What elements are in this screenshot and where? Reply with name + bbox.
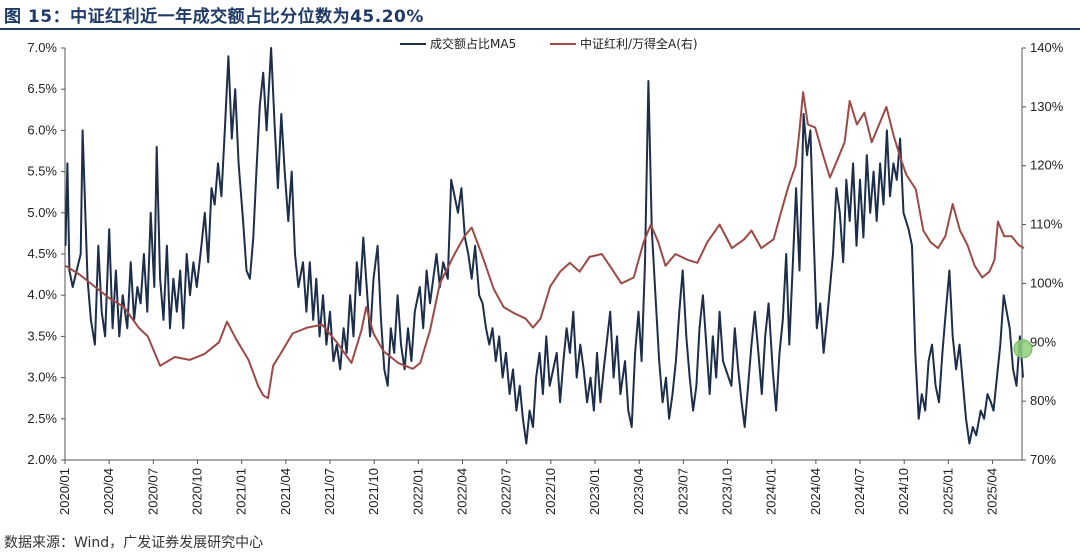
y-left-tick-label: 5.0% [27,205,57,220]
x-tick-label: 2021/04 [278,468,293,515]
series-line-turnover-share [64,47,1024,445]
legend-label: 中证红利/万得全A(右) [580,36,698,51]
x-tick-label: 2023/10 [720,468,735,515]
y-left-tick-label: 7.0% [27,40,57,55]
series-line-ratio [64,91,1025,400]
chart-legend: 成交额占比MA5 中证红利/万得全A(右) [400,36,698,51]
chart-series [64,47,1033,445]
x-tick-label: 2022/07 [499,468,514,515]
y-left-tick-label: 2.5% [27,411,57,426]
y-right-tick-label: 80% [1030,393,1056,408]
y-left-tick-label: 3.5% [27,328,57,343]
x-tick-label: 2023/04 [631,468,646,515]
line-chart: 2.0% 2.5% 3.0% 3.5% 4.0% 4.5% 5.0% 5.5% 6.0% 6.5%… [27,36,1063,515]
chart-title: 图 15：中证红利近一年成交额占比分位数为45.20% [4,7,424,27]
y-left-tick-label: 6.0% [27,122,57,137]
y-left-tick-label: 4.0% [27,287,57,302]
x-tick-label: 2022/04 [455,468,470,515]
x-tick-label: 2022/01 [410,468,425,515]
y-left-tick-label: 3.0% [27,370,57,385]
y-right-tick-label: 90% [1030,334,1056,349]
x-tick-label: 2021/10 [366,468,381,515]
y-left-tick-label: 4.5% [27,246,57,261]
y-right-tick-label: 100% [1030,275,1064,290]
y-left-tick-label: 5.5% [27,164,57,179]
y-right-tick-label: 110% [1030,217,1063,232]
x-tick-label: 2020/01 [57,468,72,515]
x-tick-label: 2025/01 [940,468,955,515]
y-right-tick-label: 130% [1030,99,1064,114]
x-tick-label: 2020/07 [145,468,160,515]
y-right-tick-label: 70% [1030,452,1056,467]
x-tick-label: 2024/10 [896,468,911,515]
y-left-tick-label: 6.5% [27,81,57,96]
x-tick-label: 2025/04 [985,468,1000,515]
x-tick-label: 2024/04 [808,468,823,515]
y-right-tick-label: 140% [1030,40,1064,55]
x-tick-label: 2023/01 [587,468,602,515]
x-tick-label: 2021/07 [322,468,337,515]
chart-axes: 2.0% 2.5% 3.0% 3.5% 4.0% 4.5% 5.0% 5.5% 6.0% 6.5%… [27,40,1063,515]
legend-label: 成交额占比MA5 [430,36,516,51]
x-tick-label: 2024/01 [764,468,779,515]
x-tick-label: 2020/10 [190,468,205,515]
y-left-tick-label: 2.0% [27,452,57,467]
title-underline [0,28,1080,30]
x-tick-label: 2024/07 [852,468,867,515]
x-tick-label: 2021/01 [234,468,249,515]
data-source-note: 数据来源：Wind，广发证券发展研究中心 [4,535,264,551]
x-tick-label: 2022/10 [543,468,558,515]
y-right-tick-label: 120% [1030,158,1064,173]
latest-value-marker [1013,339,1033,359]
x-tick-label: 2020/04 [101,468,116,515]
x-tick-label: 2023/07 [675,468,690,515]
